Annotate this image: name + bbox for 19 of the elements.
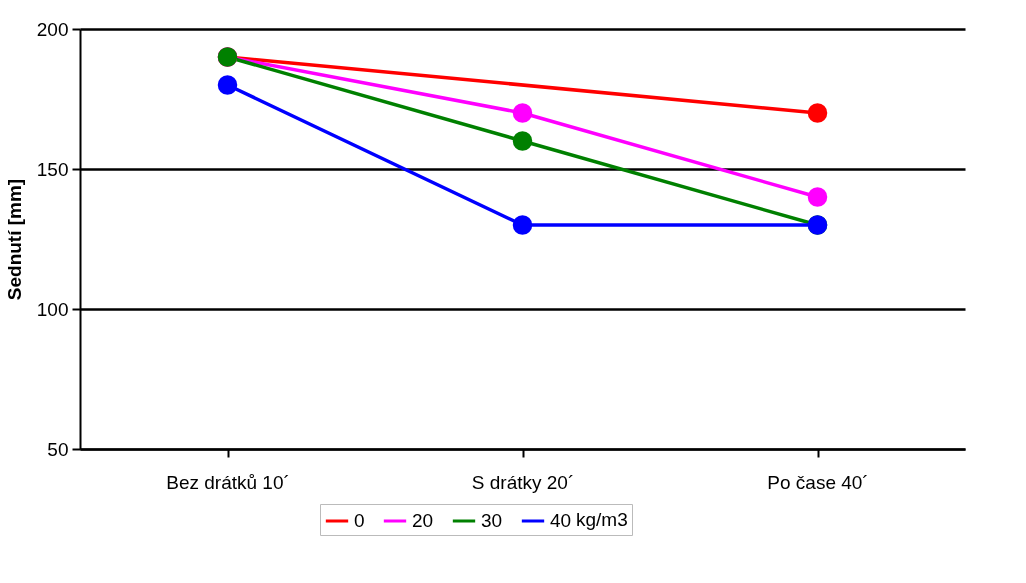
legend-label: 40 bbox=[550, 510, 572, 531]
point bbox=[217, 75, 238, 95]
legend-label: 30 bbox=[481, 510, 503, 531]
point bbox=[512, 131, 533, 151]
y-tick-label: 100 bbox=[36, 298, 69, 320]
x-tick-label: Po čase 40´ bbox=[767, 471, 869, 493]
y-tick-label: 200 bbox=[36, 18, 69, 40]
legend-label: 0 bbox=[354, 510, 365, 531]
x-tick-label: S drátky 20´ bbox=[471, 471, 575, 493]
point bbox=[512, 103, 533, 123]
y-tick-label: 150 bbox=[36, 158, 69, 180]
point bbox=[512, 215, 533, 235]
legend-label: 20 bbox=[412, 510, 434, 531]
y-axis-title: Sednutí [mm] bbox=[3, 178, 25, 301]
point bbox=[807, 187, 828, 207]
legend-title: kg/m3 bbox=[576, 509, 628, 530]
point bbox=[807, 103, 828, 123]
x-tick-label: Bez drátků 10´ bbox=[166, 471, 290, 493]
y-tick-label: 50 bbox=[47, 438, 69, 460]
